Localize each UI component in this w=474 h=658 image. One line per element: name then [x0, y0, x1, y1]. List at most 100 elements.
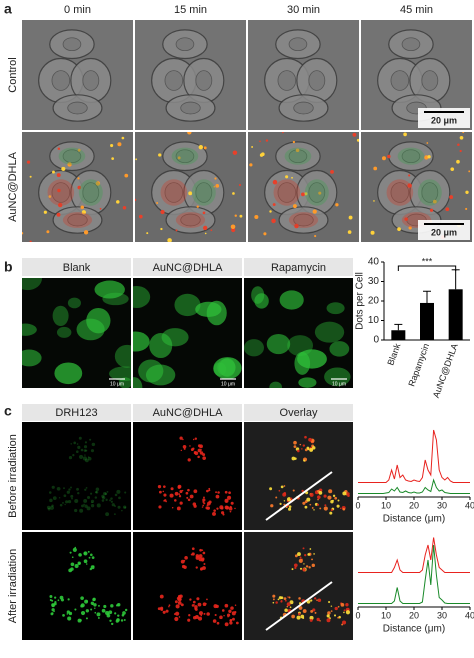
dot — [72, 547, 77, 552]
dot — [68, 456, 73, 460]
dot — [296, 615, 301, 620]
cell — [22, 323, 37, 336]
column-header: 15 min — [174, 4, 207, 16]
cell — [195, 301, 222, 317]
dot — [77, 148, 81, 152]
x-tick-label: AuNC@DHLA — [431, 342, 460, 399]
dot — [56, 486, 61, 491]
nucleus — [401, 149, 421, 164]
dot — [174, 616, 179, 622]
dot — [280, 485, 284, 489]
x-tick-label: 10 — [381, 610, 391, 620]
dot — [90, 608, 93, 611]
dot — [343, 611, 345, 614]
nucleus — [180, 101, 201, 115]
dot — [307, 447, 310, 451]
dot — [193, 489, 198, 494]
nucleus — [390, 182, 410, 203]
dot — [206, 506, 211, 510]
dot — [291, 568, 294, 571]
dot — [284, 599, 287, 602]
dot — [49, 505, 55, 510]
dot — [178, 493, 181, 495]
image-bg — [244, 422, 353, 530]
cell — [133, 331, 150, 352]
dot — [81, 210, 86, 215]
dot — [269, 487, 273, 491]
dot — [459, 135, 464, 140]
profile-line — [265, 471, 333, 521]
dot — [197, 616, 203, 621]
dot — [216, 621, 220, 625]
dot — [289, 600, 294, 605]
dot — [304, 554, 307, 557]
dot — [84, 454, 86, 456]
micrograph-content — [22, 278, 131, 388]
dot — [180, 449, 183, 452]
dot — [287, 507, 292, 511]
dot — [317, 598, 322, 603]
micrograph — [22, 422, 131, 530]
dot — [208, 500, 212, 504]
dot — [177, 156, 181, 160]
dot — [179, 489, 183, 494]
nucleus — [308, 182, 326, 203]
nucleus — [421, 182, 439, 203]
dot — [342, 620, 347, 625]
dot — [426, 142, 429, 144]
dot — [51, 608, 55, 612]
dot — [468, 170, 471, 173]
dot — [162, 610, 166, 614]
y-tick-label: 10 — [368, 315, 380, 326]
dot — [298, 606, 303, 610]
dot — [185, 491, 189, 495]
dot — [135, 198, 137, 201]
dot — [327, 611, 331, 615]
dot — [310, 609, 314, 613]
dot — [80, 596, 84, 600]
cell — [138, 359, 164, 383]
dot — [47, 507, 51, 511]
dot — [301, 448, 303, 450]
dot — [198, 554, 203, 558]
dot — [192, 502, 197, 506]
dot — [234, 604, 237, 606]
nucleus — [62, 149, 82, 164]
dot — [269, 210, 272, 213]
dot — [101, 494, 105, 498]
dot — [192, 438, 195, 441]
dot — [259, 153, 264, 157]
dot — [214, 613, 217, 617]
dot — [370, 230, 375, 235]
dot — [157, 485, 162, 489]
dot — [337, 605, 340, 608]
dot — [227, 616, 229, 618]
x-tick-label: 30 — [437, 610, 447, 620]
dot — [298, 597, 301, 600]
dot — [215, 604, 219, 609]
dot — [51, 603, 55, 608]
header-bg — [244, 404, 353, 421]
cell — [149, 333, 173, 359]
dot — [186, 496, 189, 499]
dot — [194, 605, 198, 609]
dot — [56, 212, 61, 217]
dot — [213, 185, 216, 188]
profile-series — [358, 429, 470, 483]
dot — [342, 507, 346, 511]
nucleus — [308, 70, 326, 91]
dot — [199, 548, 202, 552]
dot — [68, 568, 73, 573]
dot — [292, 489, 295, 492]
dot — [190, 448, 194, 452]
bar — [420, 302, 434, 340]
dot — [302, 568, 306, 572]
dot — [403, 132, 407, 137]
dot — [407, 183, 412, 188]
dot — [163, 485, 166, 488]
dot — [86, 506, 91, 511]
dot — [201, 549, 204, 551]
dot — [189, 494, 194, 499]
dot — [117, 505, 121, 509]
dot — [280, 600, 283, 603]
